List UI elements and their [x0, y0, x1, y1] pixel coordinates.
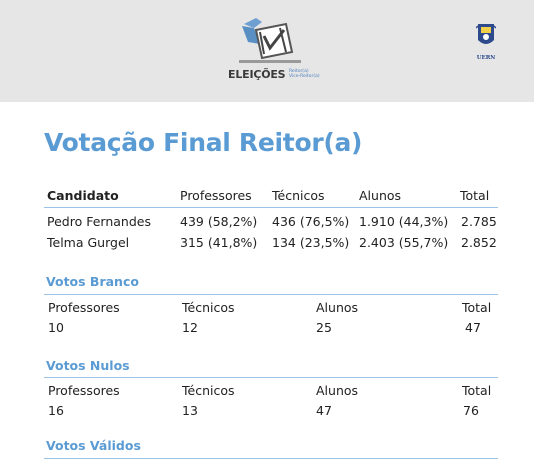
- logo-text: ELEIÇÕES: [228, 68, 286, 81]
- table-header-rule: [44, 207, 498, 208]
- col-header-professores: Professores: [180, 188, 252, 203]
- value-total: 76: [463, 403, 479, 418]
- logo-underline: [239, 60, 301, 63]
- candidate-tecnicos: 436 (76,5%): [272, 214, 350, 229]
- value-professores: 10: [48, 320, 64, 335]
- label-total: Total: [462, 383, 492, 398]
- col-header-candidato: Candidato: [47, 188, 119, 203]
- logo-sub-line1: Reitor(a): [289, 69, 309, 74]
- value-tecnicos: 12: [182, 320, 198, 335]
- section-rule: [44, 458, 498, 459]
- label-professores: Professores: [48, 300, 120, 315]
- label-total: Total: [462, 300, 492, 315]
- candidate-alunos: 2.403 (55,7%): [359, 235, 449, 250]
- label-alunos: Alunos: [316, 300, 359, 315]
- page-title: Votação Final Reitor(a): [44, 128, 363, 157]
- col-header-alunos: Alunos: [359, 188, 402, 203]
- value-alunos: 25: [316, 320, 332, 335]
- section-title-votos-validos: Votos Válidos: [46, 438, 141, 453]
- eleicoes-logo: ELEIÇÕES Reitor(a) Vice-Reitor(a): [228, 14, 338, 90]
- header-banner: ELEIÇÕES Reitor(a) Vice-Reitor(a) UERN: [0, 0, 534, 102]
- section-title-votos-nulos: Votos Nulos: [46, 358, 130, 373]
- label-tecnicos: Técnicos: [182, 383, 235, 398]
- logo-sub-line2: Vice-Reitor(a): [289, 74, 320, 79]
- candidate-total: 2.785: [461, 214, 497, 229]
- label-tecnicos: Técnicos: [182, 300, 235, 315]
- value-tecnicos: 13: [182, 403, 198, 418]
- label-professores: Professores: [48, 383, 120, 398]
- section-rule: [44, 294, 498, 295]
- col-header-tecnicos: Técnicos: [272, 188, 325, 203]
- candidate-professores: 315 (41,8%): [180, 235, 258, 250]
- candidate-total: 2.852: [461, 235, 497, 250]
- value-professores: 16: [48, 403, 64, 418]
- candidate-name: Telma Gurgel: [47, 235, 130, 250]
- section-rule: [44, 377, 498, 378]
- candidate-professores: 439 (58,2%): [180, 214, 258, 229]
- logo-subtitle: Reitor(a) Vice-Reitor(a): [289, 69, 320, 79]
- section-title-votos-branco: Votos Branco: [46, 274, 139, 289]
- label-alunos: Alunos: [316, 383, 359, 398]
- uern-crest-icon: [476, 24, 496, 44]
- candidate-alunos: 1.910 (44,3%): [359, 214, 449, 229]
- crest-label: UERN: [476, 55, 496, 61]
- value-total: 47: [465, 320, 481, 335]
- candidate-name: Pedro Fernandes: [47, 214, 151, 229]
- ballot-box-icon: [242, 18, 294, 60]
- candidate-tecnicos: 134 (23,5%): [272, 235, 350, 250]
- col-header-total: Total: [460, 188, 490, 203]
- value-alunos: 47: [316, 403, 332, 418]
